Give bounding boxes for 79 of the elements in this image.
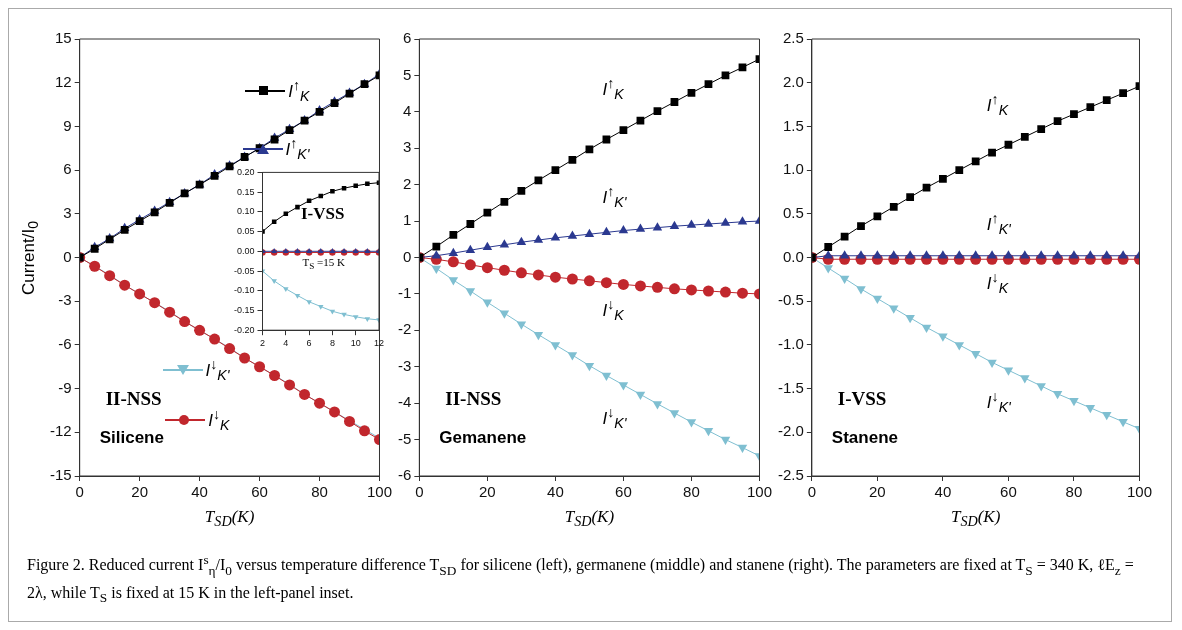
annotation: Silicene: [99, 428, 164, 448]
x-tick-label: 60: [251, 483, 268, 501]
y-tick-label: -0.5: [777, 291, 804, 309]
annotation: Stanene: [831, 428, 898, 448]
x-tick-label: 20: [869, 483, 886, 501]
y-tick-label: -1.0: [777, 335, 804, 353]
y-tick-label: 2: [402, 174, 412, 192]
y-tick-label: 0.15: [236, 186, 255, 197]
y-tick-label: -15: [49, 466, 72, 484]
y-tick-label: 0: [63, 247, 72, 265]
x-tick-label: 40: [547, 483, 564, 501]
y-tick-label: -1.5: [777, 378, 804, 396]
y-tick-label: -12: [49, 422, 72, 440]
y-tick-label: 0.5: [782, 203, 804, 221]
y-tick-label: -3: [58, 291, 72, 309]
y-tick-label: -0.15: [234, 304, 255, 315]
x-tick-label: 20: [479, 483, 496, 501]
x-axis-title: T$_{SD}$(K): [564, 507, 615, 530]
text: Figure 2. Reduced current I$^{s}$$_{η}$/I$_{0}$ versus temperature difference T$_{SD}$ for silicene (left), germanene (middle) and stanene (right). The parameters are fixed at T$_{S}$ = 340 K, ℓE$_{z}$ = 2λ, while T$_{S}$ is fixed at 15 K in the left-panel inset.: [27, 552, 1134, 605]
x-tick-label: 100: [366, 483, 392, 501]
y-tick-label: 5: [402, 65, 412, 83]
y-tick-label: -6: [58, 335, 72, 353]
y-tick-label: 0: [402, 247, 412, 265]
y-tick-label: -4: [397, 393, 412, 411]
x-tick-label: 20: [131, 483, 148, 501]
y-tick-label: -1: [397, 284, 412, 302]
y-tick-label: 0.00: [236, 245, 255, 256]
y-tick-label: 0.05: [236, 226, 255, 237]
x-axis-title: T$_{SD}$(K): [204, 507, 255, 530]
y-tick-label: -2: [397, 320, 412, 338]
x-tick-label: 10: [350, 338, 361, 349]
annotation: I-VSS: [837, 388, 887, 410]
y-tick-label: 12: [54, 72, 72, 90]
y-tick-label: 2.5: [782, 29, 804, 47]
x-axis-title: T$_{SD}$(K): [950, 507, 1001, 530]
y-tick-label: -9: [58, 378, 72, 396]
x-tick-label: 60: [1000, 483, 1017, 501]
y-tick-label: 1.0: [782, 160, 804, 178]
y-tick-label: -6: [397, 466, 412, 484]
x-tick-label: 80: [683, 483, 700, 501]
x-tick-label: 100: [746, 483, 772, 501]
annotation: I-VSS: [301, 204, 345, 225]
y-tick-label: 15: [54, 29, 72, 47]
y-tick-label: -5: [397, 429, 412, 447]
y-tick-label: -0.10: [234, 285, 255, 296]
y-tick-label: 1: [402, 211, 412, 229]
annotation: II-NSS: [105, 388, 162, 410]
annotation: Gemanene: [439, 428, 527, 448]
y-tick-label: 6: [63, 160, 72, 178]
y-tick-label: 1.5: [782, 116, 804, 134]
y-tick-label: -3: [397, 356, 412, 374]
annotation: II-NSS: [445, 388, 502, 410]
x-tick-label: 80: [1065, 483, 1083, 501]
x-tick-label: 80: [311, 483, 328, 501]
y-tick-label: 0.0: [782, 247, 804, 265]
x-tick-label: 0: [75, 483, 84, 501]
y-tick-label: 0.20: [236, 166, 255, 177]
y-tick-label: 3: [63, 203, 72, 221]
x-tick-label: 6: [306, 338, 312, 349]
x-tick-label: 2: [260, 338, 266, 349]
x-tick-label: 40: [934, 483, 952, 501]
y-tick-label: 6: [402, 29, 412, 47]
x-tick-label: 40: [191, 483, 208, 501]
y-tick-label: -0.20: [234, 324, 255, 335]
y-tick-label: 0.10: [236, 206, 255, 217]
y-tick-label: -0.05: [234, 265, 255, 276]
y-tick-label: 2.0: [782, 72, 804, 90]
x-tick-label: 0: [807, 483, 817, 501]
y-tick-label: 9: [63, 116, 72, 134]
x-tick-label: 60: [615, 483, 632, 501]
y-tick-label: -2.5: [777, 466, 804, 484]
annotation: T$_{S}$ =15 K: [302, 256, 345, 272]
y-tick-label: 3: [402, 138, 412, 156]
x-tick-label: 4: [283, 338, 289, 349]
y-tick-label: -2.0: [777, 422, 804, 440]
x-tick-label: 100: [1126, 483, 1152, 501]
x-tick-label: 8: [329, 338, 335, 349]
x-tick-label: 0: [415, 483, 424, 501]
y-tick-label: 4: [402, 101, 412, 119]
